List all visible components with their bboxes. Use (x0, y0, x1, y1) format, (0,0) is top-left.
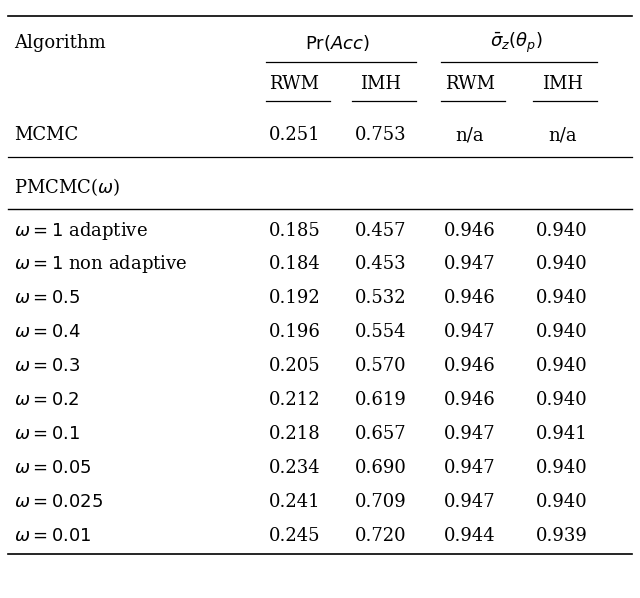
Text: $\omega = 1$ non adaptive: $\omega = 1$ non adaptive (14, 254, 188, 276)
Text: 0.690: 0.690 (355, 459, 406, 477)
Text: MCMC: MCMC (14, 126, 78, 144)
Text: 0.251: 0.251 (269, 126, 321, 144)
Text: $\omega = 0.2$: $\omega = 0.2$ (14, 391, 79, 409)
Text: 0.245: 0.245 (269, 527, 320, 545)
Text: 0.947: 0.947 (444, 459, 495, 477)
Text: $\omega = 0.3$: $\omega = 0.3$ (14, 357, 81, 376)
Text: $\omega = 0.4$: $\omega = 0.4$ (14, 324, 81, 341)
Text: 0.554: 0.554 (355, 324, 406, 341)
Text: 0.946: 0.946 (444, 289, 495, 307)
Text: $\omega = 1$ adaptive: $\omega = 1$ adaptive (14, 219, 148, 242)
Text: 0.946: 0.946 (444, 221, 495, 240)
Text: 0.940: 0.940 (536, 324, 588, 341)
Text: $\bar{\sigma}_z(\theta_p)$: $\bar{\sigma}_z(\theta_p)$ (490, 31, 542, 55)
Text: RWM: RWM (445, 75, 495, 93)
Text: 0.185: 0.185 (269, 221, 321, 240)
Text: 0.940: 0.940 (536, 289, 588, 307)
Text: RWM: RWM (269, 75, 319, 93)
Text: 0.947: 0.947 (444, 255, 495, 273)
Text: n/a: n/a (456, 126, 484, 144)
Text: 0.234: 0.234 (269, 459, 321, 477)
Text: IMH: IMH (360, 75, 401, 93)
Text: 0.457: 0.457 (355, 221, 406, 240)
Text: 0.946: 0.946 (444, 391, 495, 409)
Text: 0.940: 0.940 (536, 255, 588, 273)
Text: 0.941: 0.941 (536, 425, 588, 443)
Text: 0.753: 0.753 (355, 126, 406, 144)
Text: n/a: n/a (548, 126, 577, 144)
Text: 0.218: 0.218 (269, 425, 321, 443)
Text: 0.205: 0.205 (269, 357, 321, 376)
Text: 0.212: 0.212 (269, 391, 321, 409)
Text: PMCMC($\omega$): PMCMC($\omega$) (14, 176, 120, 198)
Text: $\omega = 0.1$: $\omega = 0.1$ (14, 425, 80, 443)
Text: 0.940: 0.940 (536, 391, 588, 409)
Text: 0.940: 0.940 (536, 459, 588, 477)
Text: 0.709: 0.709 (355, 493, 406, 511)
Text: $\omega = 0.01$: $\omega = 0.01$ (14, 527, 92, 545)
Text: $\omega = 0.5$: $\omega = 0.5$ (14, 289, 81, 307)
Text: 0.453: 0.453 (355, 255, 406, 273)
Text: 0.940: 0.940 (536, 493, 588, 511)
Text: 0.619: 0.619 (355, 391, 406, 409)
Text: 0.196: 0.196 (269, 324, 321, 341)
Text: 0.532: 0.532 (355, 289, 406, 307)
Text: 0.947: 0.947 (444, 425, 495, 443)
Text: 0.570: 0.570 (355, 357, 406, 376)
Text: $\omega = 0.05$: $\omega = 0.05$ (14, 459, 92, 477)
Text: 0.184: 0.184 (269, 255, 321, 273)
Text: 0.192: 0.192 (269, 289, 321, 307)
Text: 0.940: 0.940 (536, 357, 588, 376)
Text: $\mathrm{Pr}(Acc)$: $\mathrm{Pr}(Acc)$ (305, 33, 370, 53)
Text: IMH: IMH (541, 75, 582, 93)
Text: 0.947: 0.947 (444, 493, 495, 511)
Text: 0.657: 0.657 (355, 425, 406, 443)
Text: 0.947: 0.947 (444, 324, 495, 341)
Text: 0.940: 0.940 (536, 221, 588, 240)
Text: 0.939: 0.939 (536, 527, 588, 545)
Text: $\omega = 0.025$: $\omega = 0.025$ (14, 493, 103, 511)
Text: Algorithm: Algorithm (14, 34, 106, 52)
Text: 0.944: 0.944 (444, 527, 495, 545)
Text: 0.241: 0.241 (269, 493, 321, 511)
Text: 0.720: 0.720 (355, 527, 406, 545)
Text: 0.946: 0.946 (444, 357, 495, 376)
